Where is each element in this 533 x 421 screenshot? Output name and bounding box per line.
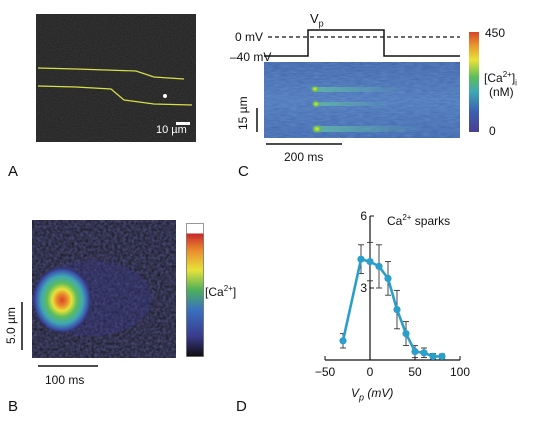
panel-b: [Ca2+] 5.0 µm 100 ms B xyxy=(0,200,260,421)
x-axis-label: Vp (mV) xyxy=(351,386,394,403)
x-tick-label: 0 xyxy=(367,365,374,379)
data-point xyxy=(402,330,410,338)
panel-b-colorbar-label: [Ca2+] xyxy=(205,284,237,299)
minus40-mv-label: –40 mV xyxy=(230,50,272,64)
colorbar-min-label: 0 xyxy=(489,124,496,138)
voltage-dependence-chart: −50 0 50 100 3 6 xyxy=(315,209,471,379)
data-point xyxy=(420,349,428,357)
chart-annotation: Ca2+ sparks xyxy=(387,213,451,228)
panel-a-letter: A xyxy=(8,163,19,180)
series-line xyxy=(341,257,442,358)
x-tick-label: 100 xyxy=(450,365,470,379)
panel-b-colorbar xyxy=(186,223,204,357)
y-tick-label: 6 xyxy=(360,209,367,223)
data-point xyxy=(384,274,392,282)
colorbar-max-label: 450 xyxy=(485,26,506,40)
data-point xyxy=(339,337,347,345)
colorbar-label-2: (nM) xyxy=(489,85,514,99)
data-point xyxy=(366,258,374,266)
spark-spot xyxy=(163,94,167,98)
scale-bar xyxy=(176,122,190,125)
cell-outline-top xyxy=(37,67,185,80)
panel-b-letter: B xyxy=(8,398,19,415)
linescan-image xyxy=(264,62,460,138)
panel-c-colorbar xyxy=(469,32,479,132)
zero-mv-label: 0 mV xyxy=(235,30,264,44)
panel-a-scalebar-label: 10 µm xyxy=(156,124,187,136)
cell-outline-bottom xyxy=(37,85,193,106)
x-tick-label: 50 xyxy=(408,365,422,379)
x-tick-label: −50 xyxy=(315,365,336,379)
data-point xyxy=(357,255,365,263)
data-point xyxy=(438,352,446,360)
panel-d-letter: D xyxy=(236,398,247,415)
panel-c-y-scale-label: 15 µm xyxy=(236,96,250,130)
data-point xyxy=(411,348,419,356)
panel-c-scalebars xyxy=(256,108,342,145)
panel-d: −50 0 50 100 3 6 Ca2+ sparks Vp (mV) D xyxy=(236,200,533,421)
panel-b-x-scale-label: 100 ms xyxy=(45,373,85,387)
spark-image xyxy=(32,220,176,358)
panel-b-scalebars xyxy=(21,302,98,367)
panel-b-y-scale-label: 5.0 µm xyxy=(4,307,18,344)
y-tick-label: 3 xyxy=(360,281,367,295)
panel-a: 10 µm A xyxy=(0,0,200,185)
data-point xyxy=(429,352,437,360)
colorbar-label-1: [Ca2+]i xyxy=(484,70,517,88)
panel-a-micrograph xyxy=(36,14,196,142)
data-point xyxy=(393,306,401,314)
panel-c-letter: C xyxy=(238,163,249,180)
panel-c-x-scale-label: 200 ms xyxy=(284,150,324,164)
data-point xyxy=(375,262,383,270)
panel-c: Vp 0 mV –40 mV 15 µm 200 ms xyxy=(200,0,533,185)
voltage-protocol xyxy=(264,29,460,57)
vp-label: Vp xyxy=(310,11,324,29)
